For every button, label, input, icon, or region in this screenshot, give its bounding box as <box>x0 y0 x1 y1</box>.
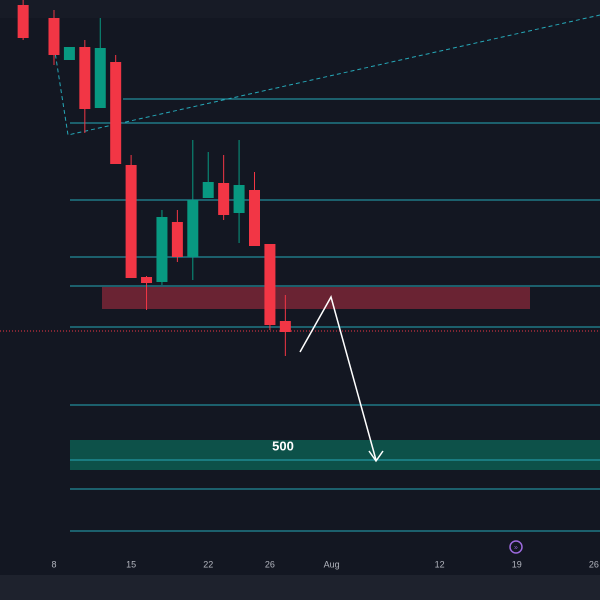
x-tick-label: 12 <box>435 559 445 569</box>
candle-body <box>63 47 75 60</box>
x-tick-label: 22 <box>203 559 213 569</box>
candle-body <box>202 182 214 198</box>
x-tick-label: 8 <box>51 559 56 569</box>
candle-body <box>79 47 91 109</box>
candle-body <box>171 222 183 257</box>
replay-icon[interactable] <box>509 540 523 554</box>
zone-label: 500 <box>272 438 294 453</box>
bottom-bar <box>0 575 600 600</box>
top-bar <box>0 0 600 18</box>
x-tick-label: 19 <box>512 559 522 569</box>
projection-arrow <box>299 295 377 461</box>
candle-body <box>156 217 168 282</box>
x-tick-label: Aug <box>324 559 340 569</box>
candle-body <box>110 62 122 164</box>
x-tick-label: 15 <box>126 559 136 569</box>
candle-body <box>187 200 199 257</box>
candle-body <box>125 165 137 278</box>
x-tick-label: 26 <box>589 559 599 569</box>
arrow-head <box>368 450 384 463</box>
candle-body <box>94 48 106 108</box>
candle-body <box>248 190 260 246</box>
candle-body <box>233 185 245 213</box>
zone <box>70 440 600 470</box>
candle-body <box>218 183 230 215</box>
zone <box>102 287 530 309</box>
candle-body <box>264 244 276 325</box>
candle-body <box>48 18 60 55</box>
candle-body <box>141 277 153 283</box>
x-tick-label: 26 <box>265 559 275 569</box>
replay-icon-glyph[interactable]: » <box>514 544 518 551</box>
candle-body <box>17 5 29 38</box>
candle-body <box>279 321 291 332</box>
trend-line <box>49 14 600 136</box>
